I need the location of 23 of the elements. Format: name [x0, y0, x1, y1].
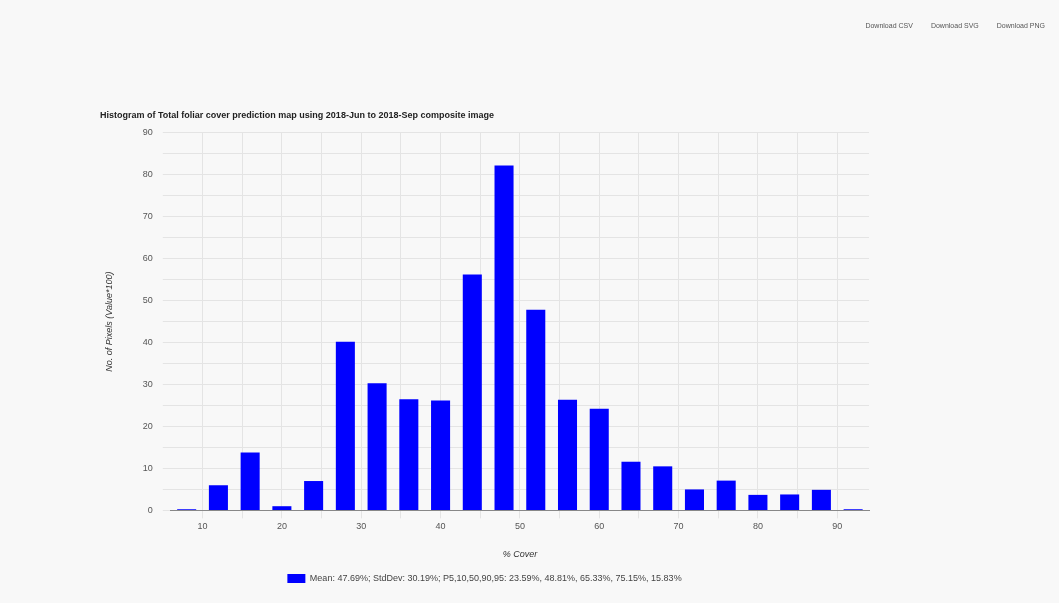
- y-tick-label: 30: [142, 379, 153, 390]
- x-tick-label: 10: [197, 521, 208, 532]
- x-tick-label: 60: [594, 521, 605, 532]
- legend-label: Mean: 47.69%; StdDev: 30.19%; P5,10,50,90,95: 23.59%, 48.81%, 65.33%, 75.15%, 15.83%: [309, 572, 682, 583]
- x-tick-label: 30: [356, 521, 367, 532]
- x-axis-title: % Cover: [502, 549, 539, 560]
- chart-title: Histogram of Total foliar cover prediction map using 2018-Jun to 2018-Sep composite image: [100, 109, 494, 120]
- y-tick-label: 10: [142, 462, 153, 473]
- x-tick-label: 20: [276, 521, 287, 532]
- x-tick-label: 90: [832, 521, 843, 532]
- y-tick-label: 90: [142, 127, 153, 138]
- y-tick-label: 0: [147, 504, 153, 515]
- y-tick-label: 50: [142, 295, 153, 306]
- y-tick-label: 60: [142, 253, 153, 264]
- y-tick-label: 40: [142, 337, 153, 348]
- x-tick-label: 50: [514, 521, 525, 532]
- x-tick-label: 40: [435, 521, 446, 532]
- x-tick-label: 80: [752, 521, 763, 532]
- y-tick-label: 20: [142, 420, 153, 431]
- y-tick-label: 70: [142, 211, 153, 222]
- y-tick-label: 80: [142, 169, 153, 180]
- y-axis-title: No. of Pixels (Value*100): [103, 271, 114, 372]
- x-tick-label: 70: [673, 521, 684, 532]
